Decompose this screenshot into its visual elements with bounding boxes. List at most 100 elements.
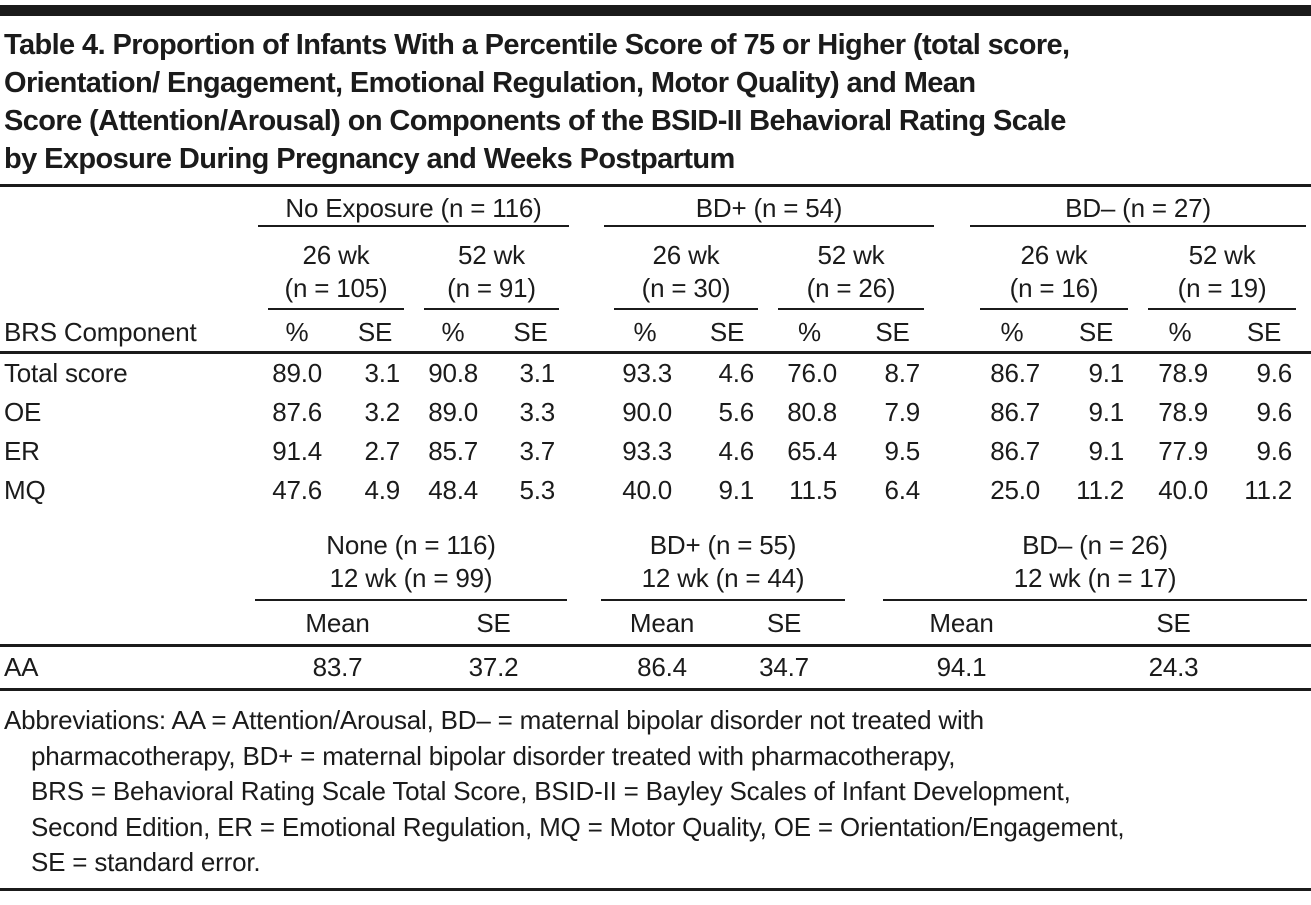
row-label: AA: [0, 645, 255, 691]
value-cell: 76.0: [787, 358, 837, 388]
value-cell: 11.2: [1244, 475, 1293, 505]
stub-spacer: [0, 510, 255, 601]
value-cell: 9.6: [1256, 397, 1293, 427]
value-cell: 2.7: [364, 436, 400, 466]
mean-score-table: None (n = 116) 12 wk (n = 99) BD+ (n = 5…: [0, 510, 1311, 691]
column-gap: [569, 310, 604, 354]
percent-column-header: %: [970, 310, 1055, 354]
group-header-none: None (n = 116) 12 wk (n = 99): [255, 510, 567, 601]
column-gap: [934, 187, 970, 227]
mean-se-header-row: Mean SE Mean SE Mean SE: [0, 601, 1311, 647]
percent-column-header: %: [258, 310, 336, 354]
bottom-rule: [0, 887, 1311, 891]
column-gap: [567, 510, 601, 601]
value-cell: 8.7: [884, 358, 921, 388]
se-column-header: SE: [723, 601, 846, 647]
subgroup-week: 26 wk: [1020, 240, 1088, 270]
column-gap: [934, 393, 970, 432]
week-subgroup-header-row: 26 wk (n = 105) 52 wk (n = 91) 26 wk (n …: [0, 227, 1311, 310]
value-cell: 80.8: [787, 397, 837, 427]
value-cell: 78.9: [1158, 358, 1209, 388]
percent-column-header: %: [414, 310, 492, 354]
se-column-header: SE: [336, 310, 414, 354]
value-cell: 77.9: [1158, 436, 1209, 466]
group-header-bd-plus-bottom: BD+ (n = 55) 12 wk (n = 44): [601, 510, 846, 601]
stub-spacer: [0, 187, 258, 227]
value-cell: 9.6: [1256, 436, 1293, 466]
column-gap: [569, 471, 604, 510]
value-cell: 48.4: [428, 475, 478, 505]
value-cell: 37.2: [420, 645, 567, 691]
footnote-line: Second Edition, ER = Emotional Regulatio…: [31, 811, 1125, 842]
row-label: ER: [4, 436, 40, 466]
subgroup-n: (n = 26): [806, 273, 896, 303]
se-column-header: SE: [420, 601, 567, 647]
exposure-group-header-row: No Exposure (n = 116) BD+ (n = 54) BD– (…: [0, 187, 1311, 227]
value-cell: 24.3: [1040, 645, 1308, 691]
table-row-oe: OE 87.6 3.2 89.0 3.3 90.0 5.6 80.8 7.9 8…: [0, 393, 1311, 432]
value-cell: 4.6: [718, 436, 754, 466]
behavioral-ratings-table: No Exposure (n = 116) BD+ (n = 54) BD– (…: [0, 187, 1311, 510]
value-cell: 9.5: [884, 436, 921, 466]
group-header-bd-minus: BD– (n = 27): [970, 187, 1307, 227]
value-cell: 6.4: [884, 475, 921, 505]
subgroup-week: 26 wk: [652, 240, 720, 270]
edge-spacer: [1306, 393, 1311, 432]
edge-spacer: [1306, 187, 1311, 227]
value-cell: 65.4: [787, 436, 837, 466]
value-cell: 5.6: [718, 397, 754, 427]
value-cell: 91.4: [272, 436, 322, 466]
group-week-n: 12 wk (n = 99): [329, 563, 493, 593]
value-cell: 94.1: [883, 645, 1041, 691]
value-cell: 9.1: [1088, 436, 1125, 466]
stub-header: BRS Component: [0, 310, 258, 354]
subgroup-n: (n = 105): [284, 273, 388, 303]
se-column-header: SE: [1040, 601, 1308, 647]
se-column-header: SE: [851, 310, 935, 354]
subgroup-n: (n = 91): [447, 273, 536, 303]
column-gap: [845, 510, 883, 601]
table-row-mq: MQ 47.6 4.9 48.4 5.3 40.0 9.1 11.5 6.4 2…: [0, 471, 1311, 510]
value-cell: 93.3: [622, 436, 672, 466]
edge-spacer: [1306, 227, 1311, 310]
group-label: BD– (n = 26): [1022, 530, 1168, 560]
column-gap: [845, 601, 884, 647]
edge-spacer: [1307, 601, 1311, 647]
table-row-total-score: Total score 89.0 3.1 90.8 3.1 93.3 4.6 7…: [0, 353, 1311, 394]
stub-spacer: [0, 227, 258, 310]
value-cell: 86.7: [990, 358, 1041, 388]
value-cell: 9.1: [1088, 358, 1125, 388]
footnote-line: SE = standard error.: [31, 847, 261, 877]
group-week-n: 12 wk (n = 44): [641, 563, 805, 593]
group-label: BD+ (n = 55): [649, 530, 797, 560]
exposure-group-header-row-bottom: None (n = 116) 12 wk (n = 99) BD+ (n = 5…: [0, 510, 1311, 601]
subgroup-header-52wk-bd-minus: 52 wk (n = 19): [1138, 227, 1306, 310]
value-cell: 9.1: [1088, 397, 1125, 427]
column-gap: [934, 310, 971, 354]
group-header-no-exposure: No Exposure (n = 116): [258, 187, 569, 227]
group-label: None (n = 116): [326, 530, 496, 560]
percent-column-header: %: [1138, 310, 1223, 354]
value-cell: 34.7: [723, 645, 846, 691]
subgroup-header-52wk-no-exposure: 52 wk (n = 91): [414, 227, 569, 310]
table-row-er: ER 91.4 2.7 85.7 3.7 93.3 4.6 65.4 9.5 8…: [0, 432, 1311, 471]
value-cell: 11.2: [1076, 475, 1125, 505]
value-cell: 85.7: [428, 436, 478, 466]
value-cell: 25.0: [990, 475, 1041, 505]
subgroup-week: 52 wk: [458, 240, 525, 270]
edge-spacer: [1306, 353, 1311, 394]
edge-spacer: [1306, 432, 1311, 471]
measure-header-row: BRS Component % SE % SE % SE % SE % SE %…: [0, 310, 1311, 354]
value-cell: 47.6: [272, 475, 322, 505]
mean-column-header: Mean: [601, 601, 723, 647]
subgroup-week: 52 wk: [817, 240, 885, 270]
group-week-n: 12 wk (n = 17): [1013, 563, 1177, 593]
value-cell: 5.3: [519, 475, 555, 505]
value-cell: 86.7: [990, 436, 1041, 466]
column-gap: [567, 601, 601, 647]
top-rule-bar: [0, 5, 1311, 16]
table-title-line: Table 4. Proportion of Infants With a Pe…: [4, 29, 1070, 61]
se-column-header: SE: [492, 310, 569, 354]
value-cell: 7.9: [884, 397, 921, 427]
value-cell: 9.1: [718, 475, 754, 505]
